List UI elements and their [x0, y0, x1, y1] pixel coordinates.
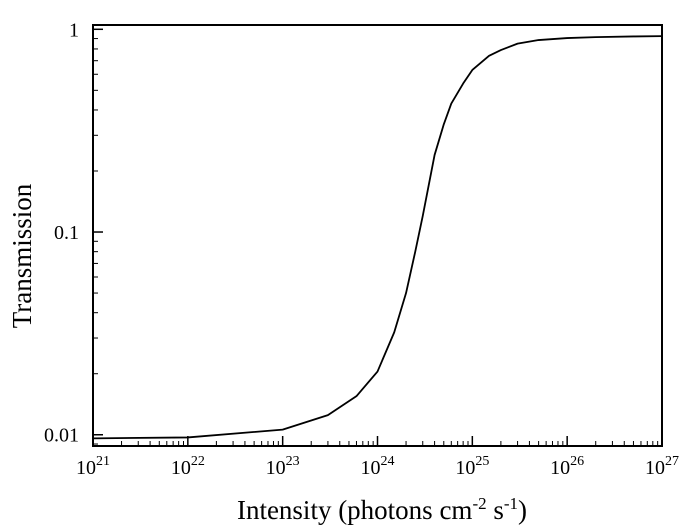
- y-axis-title: Transmission: [7, 183, 37, 328]
- x-tick-label: 1026: [550, 454, 584, 479]
- y-axis-ticks: [93, 28, 103, 445]
- y-tick-labels: 0.01 0.1 1: [44, 19, 79, 446]
- x-axis-title: Intensity (photons cm-2 s-1): [237, 494, 527, 525]
- y-tick-label: 0.01: [44, 425, 79, 447]
- x-tick-labels: 1021 1022 1023 1024 1025 1026 1027: [76, 454, 679, 479]
- x-axis-ticks: [92, 436, 663, 446]
- x-tick-label: 1021: [76, 454, 110, 479]
- x-tick-label: 1023: [266, 454, 300, 479]
- x-tick-label: 1025: [455, 454, 489, 479]
- transmission-curve: [92, 35, 663, 440]
- plot-frame: [92, 24, 663, 447]
- x-tick-label: 1027: [645, 454, 679, 479]
- y-tick-label: 0.1: [54, 222, 79, 244]
- y-tick-label: 1: [69, 19, 79, 41]
- x-tick-label: 1022: [171, 454, 205, 479]
- x-tick-label: 1024: [361, 454, 395, 479]
- series-layer: [92, 35, 663, 440]
